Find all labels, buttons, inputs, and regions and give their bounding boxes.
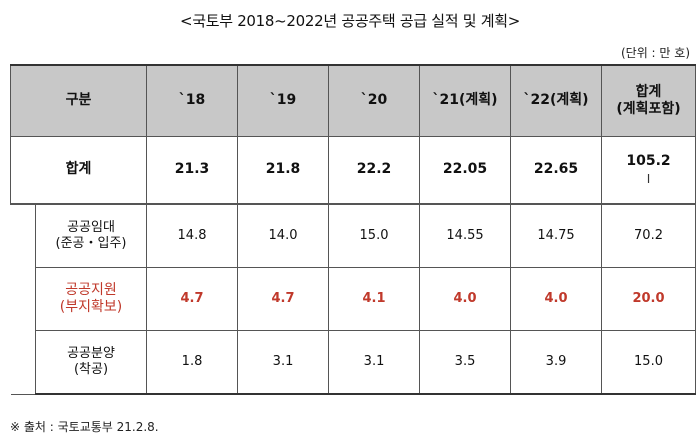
header-2019: `19	[237, 64, 330, 137]
row-label-public-sale: 공공분양 (착공)	[34, 330, 148, 395]
header-2018: `18	[146, 64, 239, 137]
row-label-public-support: 공공지원 (부지확보)	[34, 267, 148, 331]
document-title: <국토부 2018~2022년 공공주택 공급 실적 및 계획>	[179, 12, 521, 30]
table-cell: 3.1	[328, 330, 421, 395]
housing-supply-table: 구분 `18 `19 `20 `21(계획) `22(계획) 합계 (계획포함)…	[9, 64, 697, 395]
table-cell: 4.0	[419, 267, 512, 331]
table-cell: 14.55	[419, 203, 512, 268]
header-total-line1: 합계	[635, 83, 662, 100]
source-note: ※ 출처 : 국토교통부 21.2.8.	[10, 420, 159, 434]
total-2018: 21.3	[146, 136, 239, 205]
indent-cell	[10, 330, 36, 395]
header-total-line2: (계획포함)	[616, 101, 681, 117]
unit-label: (단위 : 만 호)	[620, 46, 690, 60]
header-total: 합계 (계획포함)	[601, 64, 697, 137]
table-cell: 70.2	[601, 203, 697, 268]
total-sum-value: 105.2	[626, 152, 671, 169]
table-cell: 4.0	[510, 267, 603, 331]
indent-cell	[10, 267, 36, 331]
table-cell: 4.1	[328, 267, 421, 331]
header-category: 구분	[9, 64, 148, 137]
table-cell: 20.0	[601, 267, 697, 331]
total-row: 합계 21.3 21.8 22.2 22.05 22.65 105.2 I	[9, 136, 697, 205]
table-cell: 4.7	[237, 267, 330, 331]
row-label-line2: (준공・입주)	[55, 236, 127, 251]
row-label-public-rental: 공공임대 (준공・입주)	[34, 203, 148, 268]
total-label: 합계	[9, 136, 148, 205]
header-2020: `20	[328, 64, 421, 137]
total-2021: 22.05	[419, 136, 512, 205]
table-row: 공공지원 (부지확보) 4.7 4.7 4.1 4.0 4.0 20.0	[10, 267, 697, 331]
table-cell: 1.8	[146, 330, 239, 395]
table-row: 공공임대 (준공・입주) 14.8 14.0 15.0 14.55 14.75 …	[10, 203, 697, 268]
total-2019: 21.8	[237, 136, 330, 205]
header-2021: `21(계획)	[419, 64, 512, 137]
table-cell: 4.7	[146, 267, 239, 331]
row-label-line1: 공공임대	[67, 219, 115, 235]
header-2022: `22(계획)	[510, 64, 603, 137]
table-cell: 15.0	[601, 330, 697, 395]
table-cell: 3.5	[419, 330, 512, 395]
row-label-line1: 공공지원	[65, 281, 117, 298]
row-label-line2: (부지확보)	[59, 299, 123, 315]
row-label-line1: 공공분양	[67, 345, 115, 361]
table-cell: 14.8	[146, 203, 239, 268]
table-row: 공공분양 (착공) 1.8 3.1 3.1 3.5 3.9 15.0	[10, 330, 697, 395]
row-label-line2: (착공)	[73, 362, 109, 377]
total-2020: 22.2	[328, 136, 421, 205]
table-cell: 14.0	[237, 203, 330, 268]
table-cell: 14.75	[510, 203, 603, 268]
indent-cell	[10, 204, 36, 268]
total-2022: 22.65	[510, 136, 603, 205]
header-row: 구분 `18 `19 `20 `21(계획) `22(계획) 합계 (계획포함)	[9, 64, 697, 137]
total-sum: 105.2 I	[601, 136, 697, 205]
table-cell: 3.9	[510, 330, 603, 395]
table-cell: 15.0	[328, 203, 421, 268]
text-cursor-icon: I	[646, 172, 651, 187]
table-cell: 3.1	[237, 330, 330, 395]
